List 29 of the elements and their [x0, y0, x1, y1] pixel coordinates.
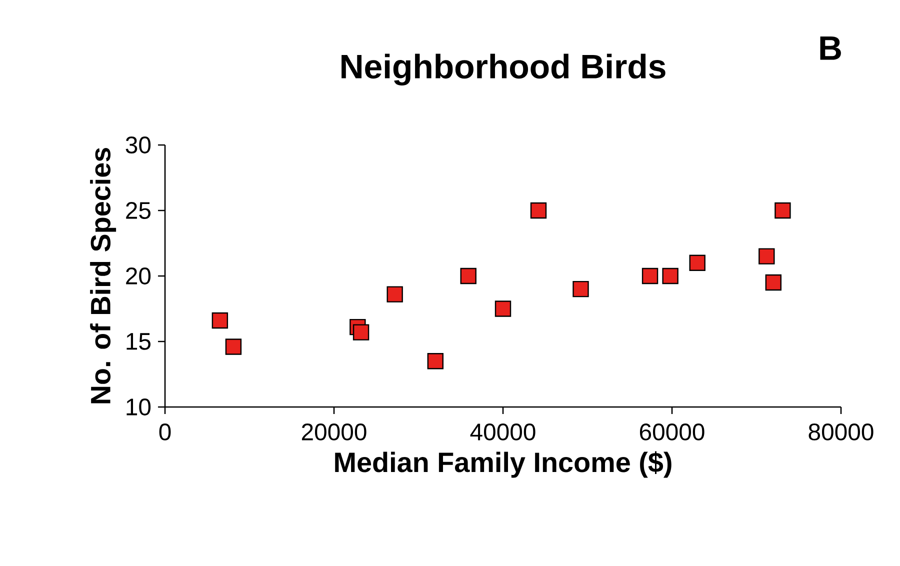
point: [765, 274, 782, 291]
y-axis-title: No. of Bird Species: [90, 148, 116, 404]
y-tick-label: 25: [126, 202, 150, 219]
text: B: [820, 36, 841, 60]
chart-title: Neighborhood Birds: [342, 54, 666, 86]
point: [572, 280, 589, 298]
x-tick-label: 60000: [640, 424, 704, 440]
point: [758, 248, 775, 264]
x-tick-label: 40000: [470, 424, 536, 440]
point: [427, 353, 444, 370]
point: [460, 268, 476, 284]
y-tick-label: 15: [126, 333, 150, 350]
point: [352, 324, 370, 340]
x-tick-label: 80000: [808, 424, 874, 440]
x-axis-title: Median Family Income ($): [335, 451, 672, 478]
point: [386, 286, 403, 302]
point: [662, 268, 678, 284]
y-tick-label: 10: [126, 398, 151, 416]
point: [642, 268, 658, 284]
point: [494, 300, 512, 317]
y-tick-label: 20: [126, 268, 151, 284]
point: [225, 338, 242, 355]
x-tick-label: 0: [159, 424, 171, 440]
x-tick-label: 20000: [302, 424, 366, 440]
point: [689, 254, 706, 271]
point: [530, 202, 547, 219]
point: [774, 202, 791, 219]
point: [212, 312, 228, 329]
y-tick-label: 30: [126, 136, 151, 154]
